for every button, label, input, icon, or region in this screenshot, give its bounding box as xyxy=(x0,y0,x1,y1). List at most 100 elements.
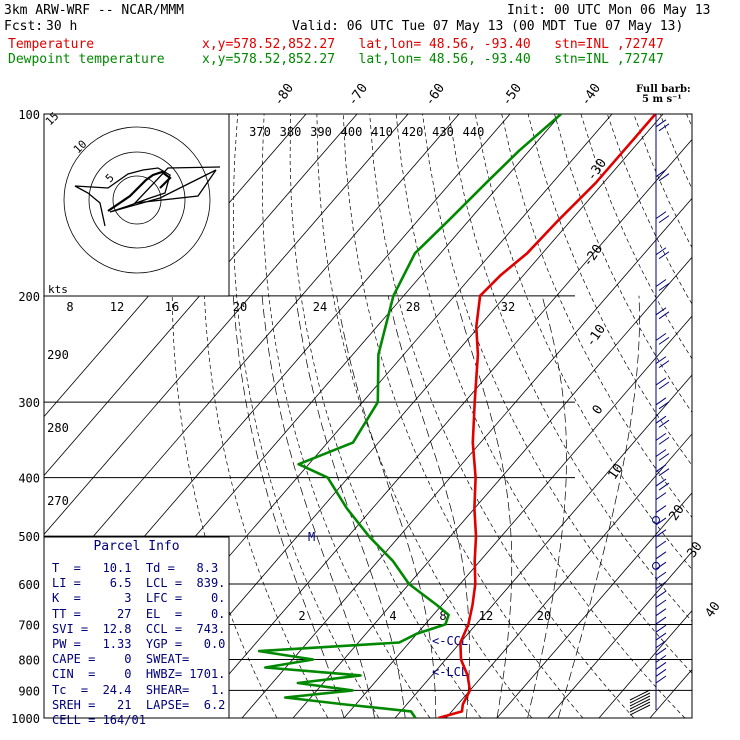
wind-barb xyxy=(655,356,667,365)
surface-barb-cluster xyxy=(629,692,651,704)
model-title: 3km ARW-WRF -- NCAR/MMM xyxy=(4,3,185,18)
wind-barb xyxy=(658,251,670,260)
wind-marker: M xyxy=(308,530,315,544)
wind-barb xyxy=(655,432,667,441)
calm-wind-circle xyxy=(652,561,660,570)
dry-adiabat xyxy=(554,114,692,718)
parcel-info-row: K = 3 LFC = 0. xyxy=(52,591,226,606)
dry-adiabat xyxy=(232,114,380,718)
wind-barb xyxy=(655,478,667,487)
mixing-ratio-label: 12 xyxy=(110,300,124,314)
init-time: Init: 00 UTC Mon 06 May 13 xyxy=(507,3,711,18)
wind-barb xyxy=(658,311,670,320)
moist-adiabat xyxy=(527,295,567,718)
theta-label: 280 xyxy=(47,421,69,435)
wind-barb xyxy=(655,332,667,341)
wind-barb xyxy=(655,540,667,549)
dry-adiabat xyxy=(261,114,431,718)
wind-barb xyxy=(655,624,667,633)
parcel-info-row: CIN = 0 HWBZ= 1701. xyxy=(52,667,226,682)
wind-barb xyxy=(658,468,670,477)
theta-e-label: 400 xyxy=(341,125,363,139)
wind-barb xyxy=(655,464,667,473)
pressure-tick-label: 1000 xyxy=(11,712,40,726)
parcel-info-frame xyxy=(43,536,230,719)
pressure-tick-label: 600 xyxy=(18,578,40,592)
moist-adiabat xyxy=(232,295,345,718)
isotherm-label: -50 xyxy=(499,81,525,109)
dry-adiabat xyxy=(659,114,692,718)
theta-e-label: 440 xyxy=(463,125,485,139)
wind-barb xyxy=(655,517,667,526)
dry-adiabat xyxy=(289,114,482,718)
wind-barb xyxy=(658,436,670,445)
isotherm-line xyxy=(44,114,460,718)
dry-adiabat xyxy=(395,114,686,718)
wind-barb xyxy=(655,599,667,608)
mixing-ratio-label: 20 xyxy=(233,300,247,314)
mixing-ratio-label: 8 xyxy=(439,609,446,623)
wind-barb xyxy=(655,169,667,178)
isotherm-label: -10 xyxy=(583,322,609,350)
wind-barb xyxy=(658,453,670,461)
hodograph-ring xyxy=(63,126,211,274)
parcel-info-title: Parcel Info xyxy=(93,539,180,554)
surface-barb-cluster xyxy=(629,701,651,713)
theta-label: 290 xyxy=(47,348,69,362)
wind-barb xyxy=(655,279,667,287)
pressure-tick-label: 300 xyxy=(18,396,40,410)
wind-barb xyxy=(658,401,670,410)
isotherm-line xyxy=(701,114,740,718)
isotherm-line xyxy=(241,114,692,718)
wind-barb xyxy=(655,654,667,663)
wind-barb xyxy=(658,283,670,291)
wind-barb xyxy=(655,662,667,670)
isotherm-lines xyxy=(44,114,740,718)
dry-adiabat xyxy=(686,114,692,718)
theta-e-label: 410 xyxy=(371,125,393,139)
wind-barb xyxy=(655,492,667,501)
mixing-ratio-label: 28 xyxy=(406,300,420,314)
isotherm-line xyxy=(547,114,692,718)
mixing-ratio-label: 16 xyxy=(165,300,179,314)
isotherm-label: -40 xyxy=(578,81,604,109)
parcel-info-row: PW = 1.33 YGP = 0.0 xyxy=(52,637,226,652)
dry-adiabat xyxy=(527,114,692,718)
forecast-label: Fcst: xyxy=(4,19,44,34)
valid-time: Valid: 06 UTC Tue 07 May 13 (00 MDT Tue … xyxy=(292,19,684,34)
sounding-lines xyxy=(257,114,657,718)
parcel-info-table: T = 10.1 Td = 8.3 LI = 6.5 LCL = 839. K = … xyxy=(44,537,229,727)
wind-barb xyxy=(655,647,667,656)
temperature-line xyxy=(438,114,657,718)
wind-barb xyxy=(655,377,667,386)
dry-adiabat xyxy=(501,114,692,718)
isotherm-line xyxy=(445,114,692,718)
isotherm-label: -60 xyxy=(422,81,448,109)
moist-adiabat xyxy=(454,295,513,718)
wind-barb xyxy=(658,336,670,345)
dewpoint-legend-label: Dewpoint temperature xyxy=(8,52,165,67)
hodograph-trace-bold xyxy=(107,170,172,212)
moist-adiabat xyxy=(557,295,640,718)
isotherm-line xyxy=(44,114,358,718)
surface-barb-cluster xyxy=(629,695,651,707)
isotherm-line xyxy=(598,114,692,718)
full-barb-value: 5 m s⁻¹ xyxy=(642,94,682,105)
hodograph-trace xyxy=(74,166,221,227)
wind-barb xyxy=(658,173,670,182)
wind-barb xyxy=(658,123,670,132)
moist-adiabat xyxy=(295,295,406,718)
mixing-ratio-label: 8 xyxy=(66,300,73,314)
wind-barb xyxy=(655,211,667,220)
mixing-ratio-label: 2 xyxy=(298,609,305,623)
temperature-location-info: x,y=578.52,852.27 lat,lon= 48.56, -93.40… xyxy=(202,37,664,52)
wind-barb xyxy=(655,571,667,580)
theta-e-label: 420 xyxy=(402,125,424,139)
surface-barb-cluster xyxy=(629,689,651,701)
isotherm-label: 0 xyxy=(590,402,607,417)
moist-adiabat xyxy=(336,295,437,718)
surface-barb-cluster xyxy=(629,698,651,710)
temperature-legend-label: Temperature xyxy=(8,37,95,52)
wind-barb xyxy=(658,381,670,390)
isotherm-line xyxy=(343,114,692,718)
